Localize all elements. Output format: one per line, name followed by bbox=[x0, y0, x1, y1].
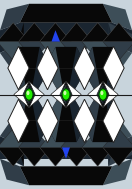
Polygon shape bbox=[45, 47, 87, 68]
Polygon shape bbox=[45, 121, 87, 142]
Polygon shape bbox=[82, 85, 103, 142]
Polygon shape bbox=[45, 85, 87, 121]
Polygon shape bbox=[14, 81, 29, 108]
Polygon shape bbox=[51, 81, 66, 108]
Circle shape bbox=[27, 91, 29, 95]
Polygon shape bbox=[8, 85, 50, 121]
Polygon shape bbox=[108, 136, 132, 166]
Circle shape bbox=[62, 89, 70, 100]
Polygon shape bbox=[0, 4, 29, 30]
Polygon shape bbox=[8, 85, 29, 142]
Polygon shape bbox=[0, 23, 132, 42]
Polygon shape bbox=[66, 85, 87, 142]
Polygon shape bbox=[61, 129, 92, 147]
Polygon shape bbox=[108, 23, 121, 68]
Polygon shape bbox=[103, 4, 132, 30]
Polygon shape bbox=[18, 129, 50, 147]
Polygon shape bbox=[8, 68, 50, 104]
Polygon shape bbox=[8, 47, 29, 104]
Polygon shape bbox=[108, 121, 121, 166]
Polygon shape bbox=[29, 85, 50, 142]
Polygon shape bbox=[0, 147, 29, 166]
Polygon shape bbox=[0, 23, 24, 53]
Polygon shape bbox=[8, 121, 50, 142]
Polygon shape bbox=[82, 42, 114, 60]
Polygon shape bbox=[62, 147, 70, 159]
Polygon shape bbox=[40, 129, 71, 147]
Circle shape bbox=[25, 89, 33, 100]
Polygon shape bbox=[103, 147, 132, 166]
Polygon shape bbox=[82, 47, 103, 104]
Polygon shape bbox=[8, 46, 29, 90]
Polygon shape bbox=[66, 81, 81, 108]
Polygon shape bbox=[37, 46, 58, 90]
Polygon shape bbox=[45, 47, 66, 104]
Polygon shape bbox=[40, 42, 71, 60]
Polygon shape bbox=[103, 85, 124, 142]
Polygon shape bbox=[18, 23, 50, 42]
Polygon shape bbox=[61, 23, 92, 42]
Polygon shape bbox=[103, 159, 132, 185]
Polygon shape bbox=[103, 46, 124, 90]
Polygon shape bbox=[66, 47, 87, 104]
Polygon shape bbox=[0, 136, 24, 166]
Polygon shape bbox=[82, 47, 124, 68]
Polygon shape bbox=[11, 121, 24, 166]
Polygon shape bbox=[18, 42, 50, 60]
Circle shape bbox=[99, 89, 107, 100]
Polygon shape bbox=[0, 117, 24, 147]
Polygon shape bbox=[29, 81, 44, 108]
Polygon shape bbox=[108, 42, 132, 72]
Polygon shape bbox=[103, 99, 124, 143]
Polygon shape bbox=[40, 23, 71, 42]
Polygon shape bbox=[103, 129, 132, 147]
Polygon shape bbox=[82, 129, 114, 147]
Polygon shape bbox=[11, 23, 24, 68]
Circle shape bbox=[100, 91, 103, 95]
Polygon shape bbox=[8, 47, 50, 68]
Polygon shape bbox=[51, 30, 60, 42]
Polygon shape bbox=[20, 4, 112, 23]
Polygon shape bbox=[103, 23, 132, 42]
Polygon shape bbox=[20, 166, 112, 185]
Polygon shape bbox=[8, 99, 29, 143]
Polygon shape bbox=[40, 147, 71, 166]
Circle shape bbox=[63, 91, 66, 95]
Polygon shape bbox=[29, 47, 50, 104]
Polygon shape bbox=[82, 147, 114, 166]
Polygon shape bbox=[0, 129, 29, 147]
Polygon shape bbox=[18, 147, 50, 166]
Polygon shape bbox=[88, 81, 103, 108]
Polygon shape bbox=[82, 85, 124, 121]
Polygon shape bbox=[0, 23, 29, 42]
Polygon shape bbox=[108, 23, 132, 53]
Polygon shape bbox=[82, 68, 124, 104]
Polygon shape bbox=[61, 147, 92, 166]
Polygon shape bbox=[45, 85, 66, 142]
Polygon shape bbox=[0, 42, 24, 72]
Polygon shape bbox=[0, 42, 29, 60]
Polygon shape bbox=[61, 42, 92, 60]
Polygon shape bbox=[82, 23, 114, 42]
Polygon shape bbox=[108, 117, 132, 147]
Polygon shape bbox=[45, 68, 87, 104]
Polygon shape bbox=[103, 47, 124, 104]
Polygon shape bbox=[37, 99, 58, 143]
Polygon shape bbox=[74, 99, 95, 143]
Polygon shape bbox=[103, 42, 132, 60]
Polygon shape bbox=[74, 46, 95, 90]
Polygon shape bbox=[0, 147, 132, 159]
Polygon shape bbox=[82, 121, 124, 142]
Polygon shape bbox=[0, 159, 29, 185]
Polygon shape bbox=[103, 81, 118, 108]
